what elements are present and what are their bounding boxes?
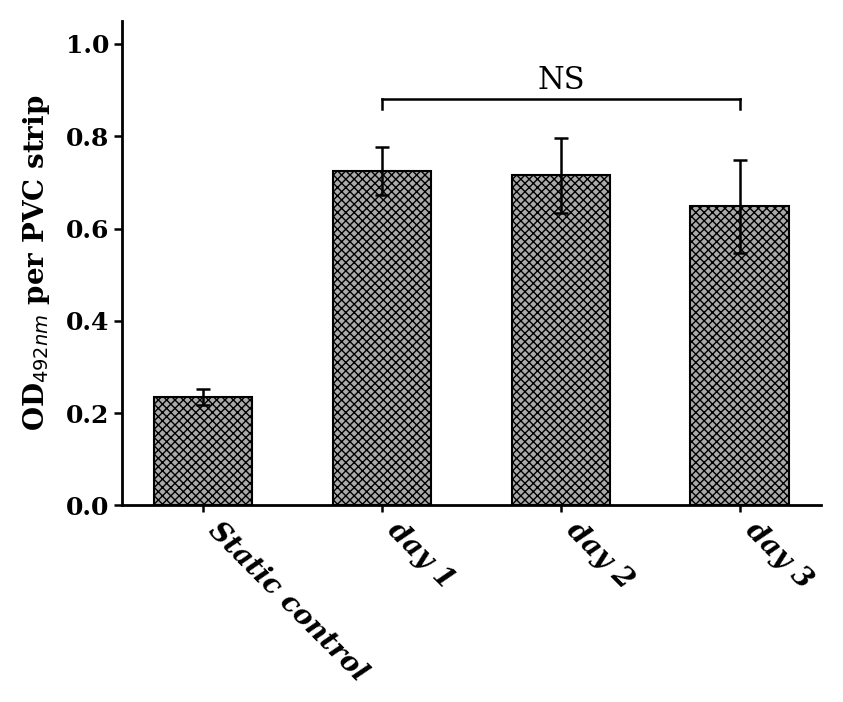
Bar xyxy=(512,176,610,505)
Bar xyxy=(690,206,789,505)
Text: NS: NS xyxy=(537,65,585,95)
Bar xyxy=(154,397,252,505)
Y-axis label: OD$_{492nm}$ per PVC strip: OD$_{492nm}$ per PVC strip xyxy=(21,95,51,431)
Bar xyxy=(333,171,431,505)
